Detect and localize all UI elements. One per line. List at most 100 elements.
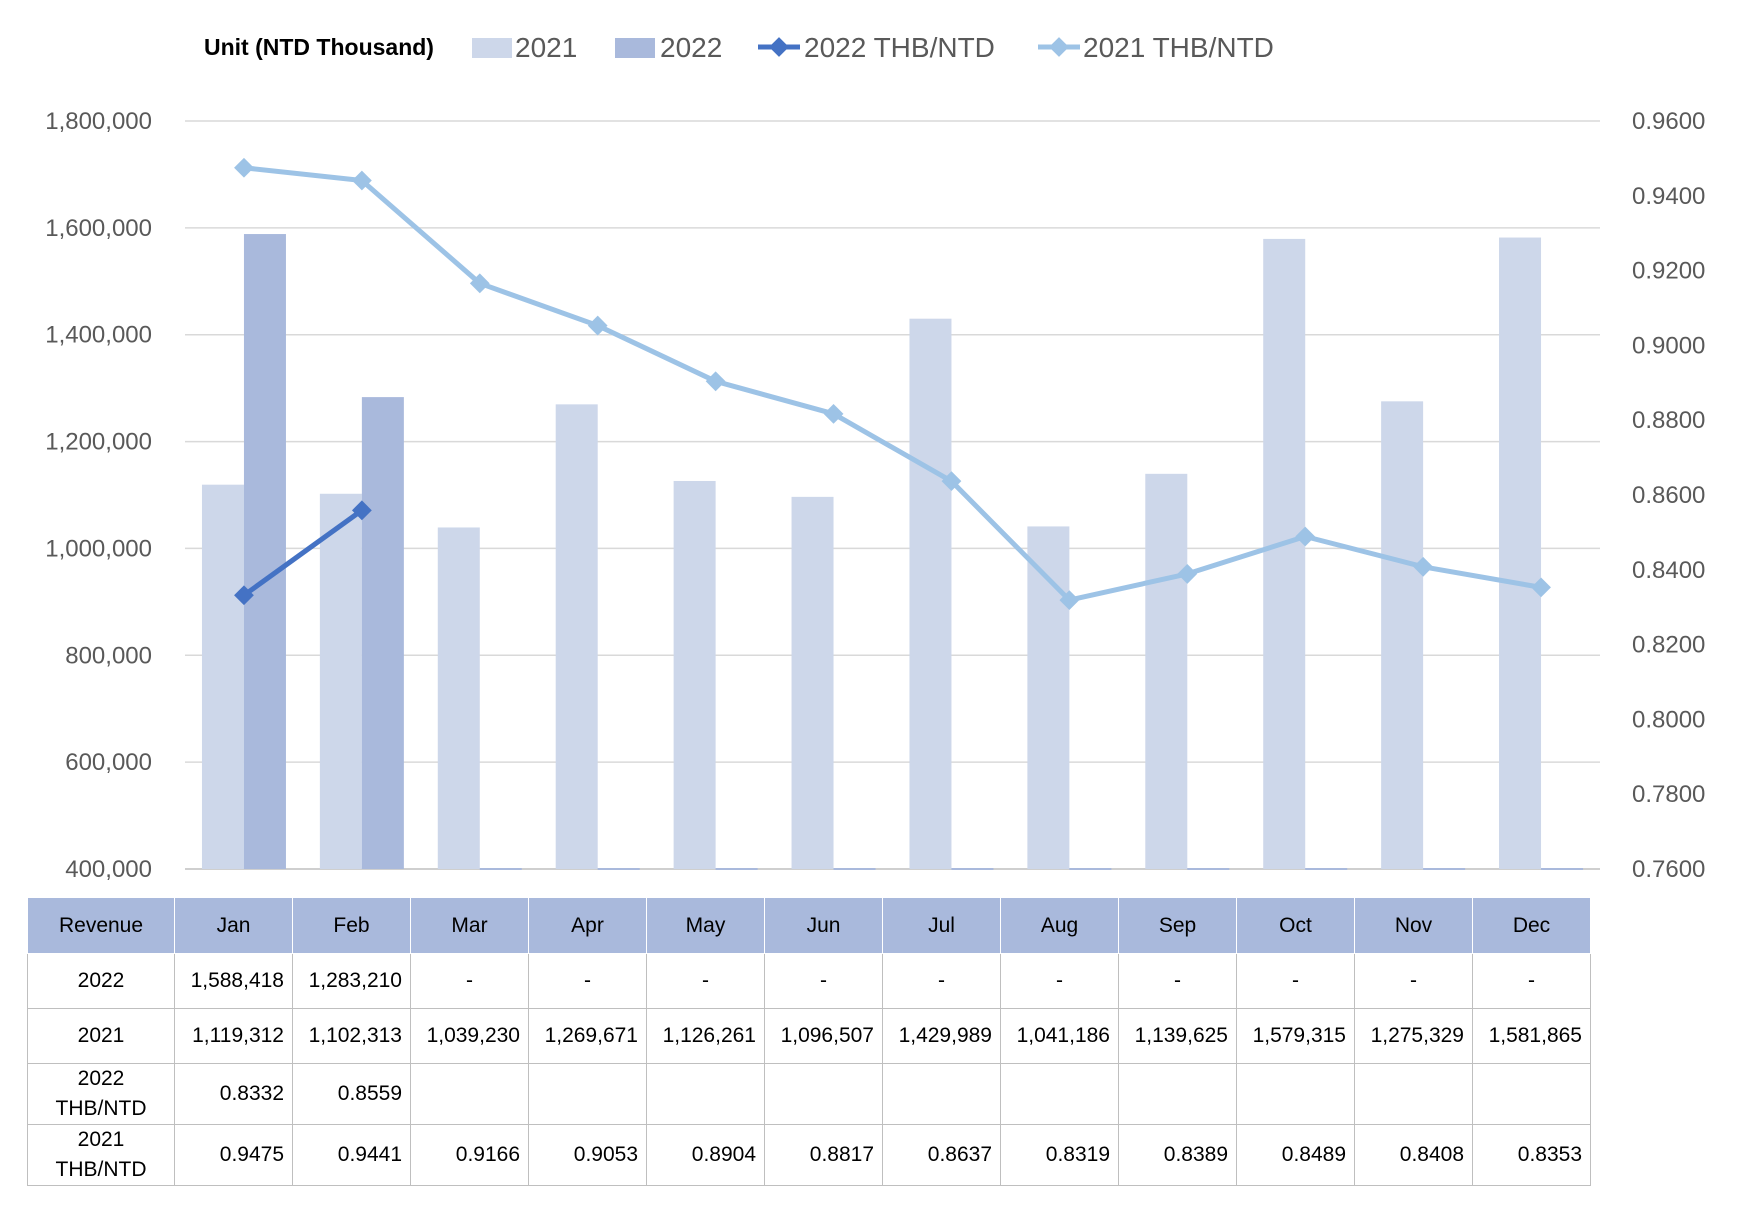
table-cell: 1,096,507 xyxy=(764,1008,883,1064)
table-cell xyxy=(646,1063,765,1125)
bar-2022-feb xyxy=(361,397,404,869)
table-row-label: 2021 xyxy=(27,1008,175,1064)
bar-2022-jan xyxy=(243,234,286,870)
data-table: Revenue Jan Feb Mar Apr May Jun Jul Aug Sep Oct Nov… xyxy=(27,897,1591,1186)
table-cell: - xyxy=(1000,953,1119,1009)
right-tick-label: 0.9400 xyxy=(1632,183,1705,210)
point-2021-thb-ntd-oct xyxy=(1295,526,1316,547)
bar-2021-jan xyxy=(201,484,244,869)
table-cell: - xyxy=(410,953,529,1009)
point-2021-thb-ntd-mar xyxy=(469,273,490,294)
lines xyxy=(234,157,1551,610)
point-2021-thb-ntd-sep xyxy=(1177,564,1198,584)
table-header-jan: Jan xyxy=(174,897,293,954)
table-cell: 0.8408 xyxy=(1354,1124,1473,1186)
table-header-aug: Aug xyxy=(1000,897,1119,954)
right-tick-label: 0.8600 xyxy=(1632,482,1705,509)
legend-swatch-2021 xyxy=(472,38,512,58)
table-cell: 0.8904 xyxy=(646,1124,765,1186)
table-cell: - xyxy=(646,953,765,1009)
table-cell: 1,139,625 xyxy=(1118,1008,1237,1064)
table-cell: 1,126,261 xyxy=(646,1008,765,1064)
bar-2021-apr xyxy=(555,404,598,869)
legend-label-2022-thb-ntd: 2022 THB/NTD xyxy=(804,32,995,63)
point-2021-thb-ntd-dec xyxy=(1531,577,1551,598)
table-cell: 0.8817 xyxy=(764,1124,883,1186)
left-tick-label: 1,600,000 xyxy=(45,215,152,242)
legend: Unit (NTD Thousand) 2021 2022 2022 THB/N… xyxy=(204,32,1274,63)
table-cell: 0.9475 xyxy=(174,1124,293,1186)
right-tick-label: 0.7800 xyxy=(1632,781,1705,808)
table-header-jun: Jun xyxy=(764,897,883,954)
table-cell: 0.9053 xyxy=(528,1124,647,1186)
table-cell: 1,429,989 xyxy=(882,1008,1001,1064)
legend-marker-2022-thb-ntd xyxy=(769,37,789,57)
right-tick-label: 0.8200 xyxy=(1632,632,1705,659)
table-header-feb: Feb xyxy=(292,897,411,954)
point-2021-thb-ntd-feb xyxy=(351,170,372,191)
table-cell: 0.8489 xyxy=(1236,1124,1355,1186)
table-row-label: 2021 THB/NTD xyxy=(27,1124,175,1186)
right-tick-label: 0.8800 xyxy=(1632,407,1705,434)
bar-2021-may xyxy=(673,480,716,869)
legend-marker-2021-thb-ntd xyxy=(1049,37,1069,57)
left-axis: 1,800,000 1,600,000 1,400,000 1,200,000 1,00… xyxy=(45,108,152,883)
left-tick-label: 1,800,000 xyxy=(45,108,152,135)
legend-label-2021-thb-ntd: 2021 THB/NTD xyxy=(1083,32,1274,63)
bars xyxy=(201,234,1584,870)
left-tick-label: 1,200,000 xyxy=(45,429,152,456)
point-2021-thb-ntd-may xyxy=(705,371,726,392)
point-2021-thb-ntd-aug xyxy=(1059,590,1080,610)
table-cell: - xyxy=(1472,953,1591,1009)
table-cell: 1,275,329 xyxy=(1354,1008,1473,1064)
right-tick-label: 0.9000 xyxy=(1632,332,1705,359)
table-header-oct: Oct xyxy=(1236,897,1355,954)
table-header-sep: Sep xyxy=(1118,897,1237,954)
table-cell: - xyxy=(764,953,883,1009)
table-cell: 1,579,315 xyxy=(1236,1008,1355,1064)
right-tick-label: 0.9200 xyxy=(1632,258,1705,285)
table-cell: 1,588,418 xyxy=(174,953,293,1009)
table-cell: 0.8332 xyxy=(174,1063,293,1125)
table-row-label: 2022 xyxy=(27,953,175,1009)
left-tick-label: 1,400,000 xyxy=(45,322,152,349)
table-cell xyxy=(410,1063,529,1125)
table-cell: 0.8389 xyxy=(1118,1124,1237,1186)
bar-2021-jun xyxy=(791,496,834,869)
table-header-row: Revenue Jan Feb Mar Apr May Jun Jul Aug Sep Oct Nov… xyxy=(27,897,1591,954)
bar-2021-aug xyxy=(1027,526,1070,869)
right-tick-label: 0.9600 xyxy=(1632,108,1705,135)
table-cell: - xyxy=(1236,953,1355,1009)
table-cell: 0.8353 xyxy=(1472,1124,1591,1186)
revenue-chart: Unit (NTD Thousand) 2021 2022 2022 THB/N… xyxy=(45,32,1705,883)
legend-label-2021: 2021 xyxy=(515,32,577,63)
table-cell xyxy=(882,1063,1001,1125)
table-cell: 0.8559 xyxy=(292,1063,411,1125)
bar-2021-sep xyxy=(1145,473,1188,869)
table-cell xyxy=(764,1063,883,1125)
gridlines xyxy=(185,120,1600,870)
table-cell xyxy=(1472,1063,1591,1125)
table-cell: 1,581,865 xyxy=(1472,1008,1591,1064)
line-2022-thb-ntd xyxy=(242,508,364,598)
right-axis: 0.9600 0.9400 0.9200 0.9000 0.8800 0.8600 0.84… xyxy=(1632,108,1705,883)
table-cell: 1,283,210 xyxy=(292,953,411,1009)
legend-label-2022: 2022 xyxy=(660,32,722,63)
unit-label: Unit (NTD Thousand) xyxy=(204,34,434,60)
table-cell: - xyxy=(1354,953,1473,1009)
point-2021-thb-ntd-jun xyxy=(823,403,844,424)
table-cell: 0.8637 xyxy=(882,1124,1001,1186)
table-cell: 0.9441 xyxy=(292,1124,411,1186)
point-2021-thb-ntd-jan xyxy=(234,157,254,178)
table-cell xyxy=(1236,1063,1355,1125)
bar-2021-feb xyxy=(319,493,362,869)
line-2021-thb-ntd xyxy=(243,165,1542,603)
left-tick-label: 800,000 xyxy=(65,642,152,669)
table-cell: 1,041,186 xyxy=(1000,1008,1119,1064)
legend-swatch-2022 xyxy=(615,38,655,58)
table-header-nov: Nov xyxy=(1354,897,1473,954)
table-cell xyxy=(1354,1063,1473,1125)
table-header-apr: Apr xyxy=(528,897,647,954)
table-row: 2021 THB/NTD 0.9475 0.9441 0.9166 0.9053 0.89… xyxy=(27,1124,1591,1186)
bar-2021-oct xyxy=(1263,238,1306,870)
